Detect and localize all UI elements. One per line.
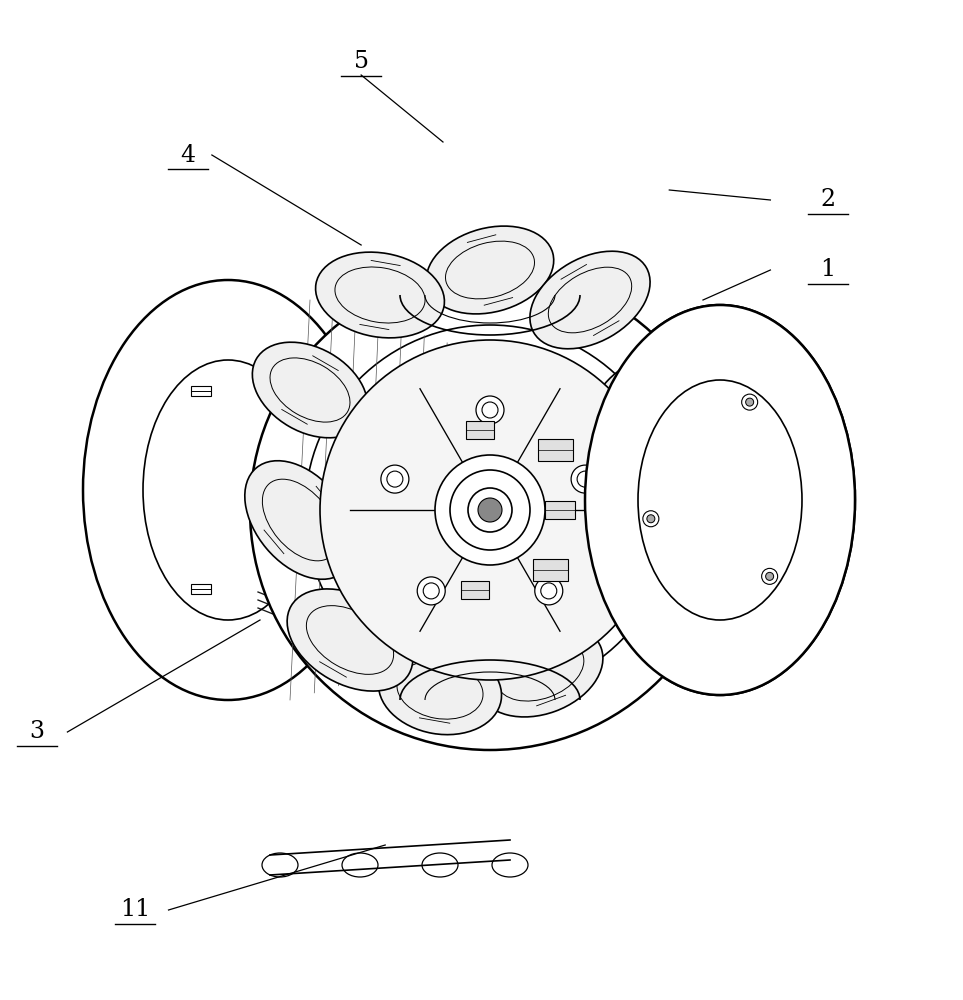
Bar (466, 421, 494, 439)
Circle shape (417, 577, 445, 605)
Bar (461, 581, 489, 599)
Bar (533, 559, 567, 581)
Bar (191, 386, 211, 396)
Ellipse shape (638, 380, 802, 620)
Text: 2: 2 (820, 188, 836, 212)
Ellipse shape (245, 461, 355, 579)
Circle shape (381, 465, 409, 493)
Text: 11: 11 (119, 898, 150, 922)
Ellipse shape (252, 342, 368, 438)
Ellipse shape (250, 270, 730, 750)
Ellipse shape (305, 325, 675, 695)
Circle shape (577, 471, 593, 487)
Circle shape (571, 465, 599, 493)
Ellipse shape (336, 433, 377, 487)
Circle shape (387, 471, 403, 487)
Ellipse shape (574, 501, 666, 619)
Ellipse shape (383, 513, 425, 567)
Ellipse shape (435, 455, 545, 565)
Ellipse shape (320, 340, 660, 680)
Ellipse shape (450, 470, 530, 550)
Text: 4: 4 (180, 143, 195, 166)
Text: 5: 5 (353, 50, 369, 74)
Ellipse shape (287, 353, 329, 407)
Ellipse shape (143, 360, 313, 620)
Ellipse shape (586, 359, 684, 461)
Ellipse shape (425, 584, 467, 636)
Text: 3: 3 (29, 720, 44, 744)
Circle shape (534, 577, 562, 605)
Circle shape (745, 398, 754, 406)
Circle shape (766, 572, 773, 580)
Bar (545, 501, 575, 519)
Circle shape (762, 568, 778, 584)
Ellipse shape (530, 251, 650, 349)
Ellipse shape (427, 226, 554, 314)
Ellipse shape (478, 498, 502, 522)
Ellipse shape (316, 252, 445, 338)
Circle shape (476, 396, 504, 424)
Circle shape (742, 394, 758, 410)
Ellipse shape (585, 305, 855, 695)
Bar (191, 584, 211, 594)
Bar (537, 439, 572, 461)
Ellipse shape (468, 488, 512, 532)
Ellipse shape (477, 623, 603, 717)
Circle shape (541, 583, 557, 599)
Circle shape (482, 402, 498, 418)
Ellipse shape (378, 645, 502, 735)
Text: 1: 1 (820, 258, 836, 282)
Ellipse shape (83, 280, 373, 700)
Circle shape (647, 515, 655, 523)
Circle shape (423, 583, 439, 599)
Circle shape (643, 511, 659, 527)
Ellipse shape (287, 589, 413, 691)
